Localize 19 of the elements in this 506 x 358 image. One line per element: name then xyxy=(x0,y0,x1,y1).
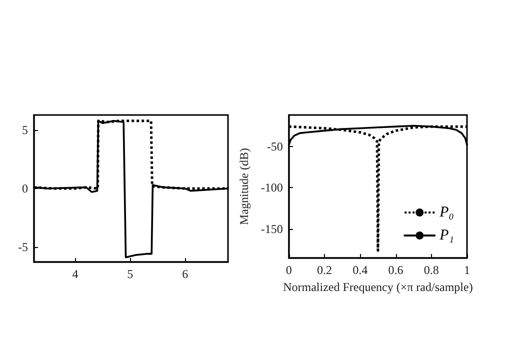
x-tick-label: 0.2 xyxy=(317,263,332,277)
y-tick-label: -50 xyxy=(266,139,283,154)
x-tick-label: 5 xyxy=(127,267,134,281)
y-tick-label: 0 xyxy=(22,182,28,196)
y-tick-label: -150 xyxy=(260,222,283,236)
y-axis-title: Magnitude (dB) xyxy=(237,148,251,225)
x-axis-title: Normalized Frequency (×π rad/sample) xyxy=(283,280,473,294)
x-tick-label: 6 xyxy=(182,267,188,281)
x-tick-label: 4 xyxy=(72,267,78,281)
legend-label: P₁ xyxy=(438,228,454,244)
y-tick-label: -5 xyxy=(18,240,28,254)
x-tick-label: 0.6 xyxy=(388,263,404,277)
x-tick-label: 0.4 xyxy=(352,263,368,277)
y-tick-label: -100 xyxy=(260,180,283,195)
legend-label: P₀ xyxy=(438,204,454,220)
x-tick-label: 0.8 xyxy=(424,263,439,277)
x-tick-label: 0 xyxy=(286,263,292,277)
y-tick-label: 5 xyxy=(22,123,28,138)
x-tick-label: 1 xyxy=(464,263,470,277)
